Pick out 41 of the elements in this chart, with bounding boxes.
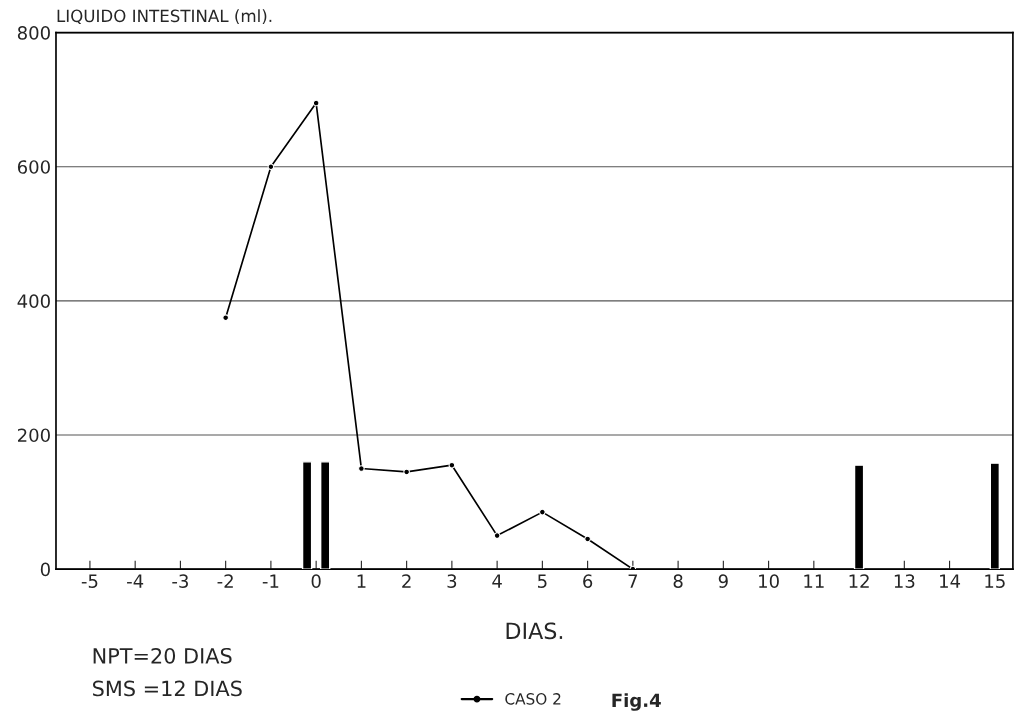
point <box>493 532 501 539</box>
x-tick-label: -2 <box>217 574 233 588</box>
x-tick-label: 7 <box>628 574 638 588</box>
point <box>403 468 410 476</box>
x-tick-label: 11 <box>804 574 824 588</box>
x-tick-label: 8 <box>673 574 683 588</box>
x-tick-label: 12 <box>849 574 869 588</box>
x-tick-label: 6 <box>583 574 593 588</box>
y-tick-label: 800 <box>17 26 50 40</box>
x-tick-label: 10 <box>759 574 779 588</box>
x-tick-label: -1 <box>262 574 279 588</box>
x-tick-label: -4 <box>127 574 144 588</box>
x-tick-label: 14 <box>940 574 961 588</box>
caption: Fig.4 <box>612 693 661 711</box>
point <box>584 535 591 543</box>
x-tick-label: 9 <box>718 574 728 588</box>
point <box>312 99 320 107</box>
x-tick-label: 2 <box>402 574 411 588</box>
text: NPT=20 DIAS <box>93 647 232 664</box>
x-tick-label: 4 <box>492 574 502 588</box>
x-tick-label: 5 <box>538 574 547 588</box>
x-tick-label: 0 <box>311 574 321 588</box>
x-tick-label: -5 <box>81 574 98 588</box>
x-tick-label: -3 <box>172 574 188 588</box>
y-tick-label: 0 <box>40 562 50 577</box>
point <box>448 461 456 469</box>
x-tick-label: 15 <box>985 574 1005 588</box>
x-axis-title: DIAS. <box>506 622 563 640</box>
x-tick-label: 13 <box>894 574 915 588</box>
point <box>539 508 546 516</box>
legend-label: CASO 2 <box>505 693 561 705</box>
y-axis-title: LIQUIDO INTESTINAL (ml). <box>57 9 272 25</box>
y-tick-label: 600 <box>17 160 50 174</box>
point <box>267 163 275 171</box>
point <box>358 465 365 472</box>
x-tick-label: 1 <box>357 574 366 588</box>
y-tick-label: 200 <box>17 428 50 443</box>
text: SMS =12 DIAS <box>92 680 242 697</box>
x-tick-label: 3 <box>447 574 457 588</box>
point <box>222 314 229 321</box>
y-tick-label: 400 <box>17 294 50 308</box>
